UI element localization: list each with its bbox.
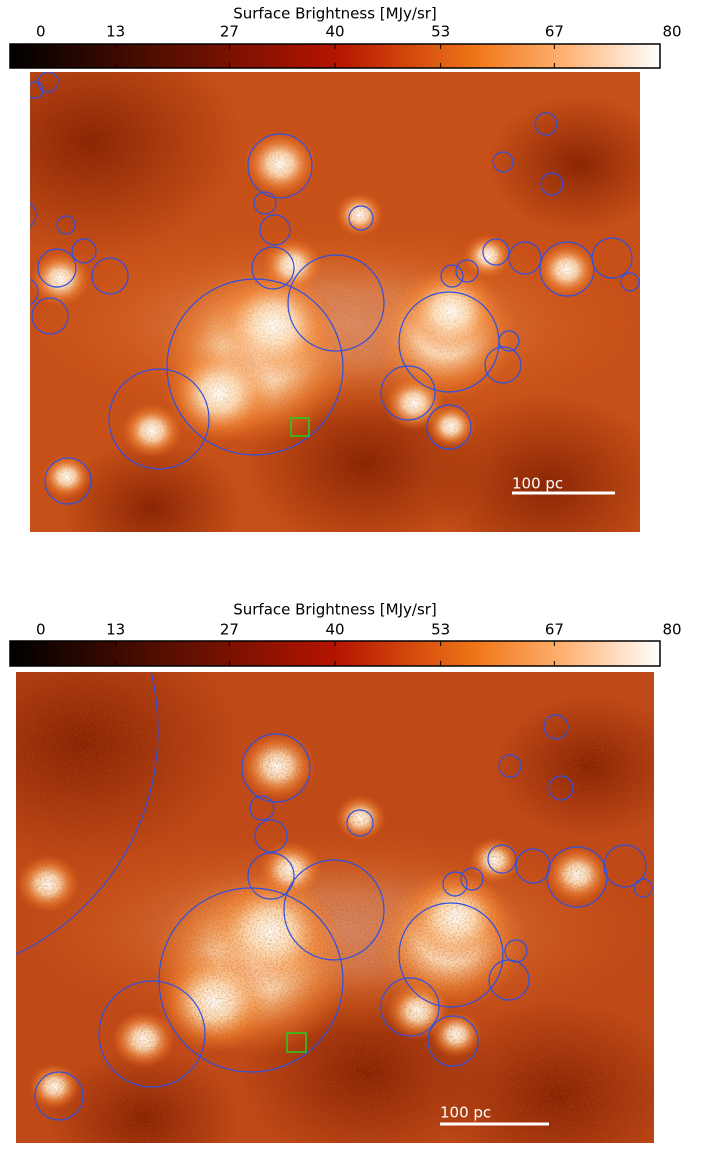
region-circle [253, 191, 277, 215]
region-circle [44, 457, 92, 505]
region-circle [591, 237, 633, 279]
region-circle [259, 214, 291, 246]
region-circle [540, 172, 564, 196]
region-circle [487, 844, 517, 874]
region-circle [398, 902, 504, 1008]
region-circle [56, 215, 76, 235]
region-circle [71, 238, 97, 264]
region-circle [249, 795, 275, 821]
region-circle [158, 887, 344, 1073]
region-circle [30, 202, 37, 228]
image-noise [16, 672, 654, 1143]
region-circle [539, 241, 595, 297]
panel: Surface Brightness [MJy/sr] 0 13 27 40 53 67 80… [9, 601, 682, 1143]
region-circle [31, 297, 69, 335]
region-circle [603, 844, 647, 888]
region-circle [442, 871, 468, 897]
region-circle [498, 754, 522, 778]
region-circle [633, 878, 653, 898]
region-circle [287, 254, 385, 352]
reference-box [286, 1032, 307, 1053]
colorbar-tick-label: 80 [662, 621, 681, 639]
reference-box [290, 417, 310, 437]
region-circle [98, 980, 206, 1088]
colorbar-tick-label: 0 [36, 23, 46, 41]
region-circle [504, 939, 528, 963]
colorbar-tick-label: 27 [220, 23, 239, 41]
region-circle [426, 404, 472, 450]
region-circle [380, 365, 436, 421]
colorbar-tick-label: 13 [106, 23, 125, 41]
region-circle [498, 330, 520, 352]
region-circle [247, 133, 313, 199]
region-circle [455, 259, 479, 283]
colorbar-tick-label: 80 [662, 23, 681, 41]
region-circle [543, 714, 569, 740]
region-circle [247, 852, 295, 900]
region-circle [380, 977, 440, 1037]
region-circle [34, 1071, 84, 1121]
colorbar-tick-label: 0 [36, 621, 46, 639]
region-circle [16, 672, 159, 955]
scale-bar-label: 100 pc [440, 1104, 491, 1122]
colorbar-label: Surface Brightness [MJy/sr] [233, 601, 437, 619]
region-circle [508, 241, 542, 275]
region-circle [492, 151, 514, 173]
region-circle [251, 246, 295, 290]
image [30, 72, 640, 532]
region-circle [534, 112, 558, 136]
region-circle [346, 809, 374, 837]
panel: Surface Brightness [MJy/sr] 0 13 27 40 53 67 80… [9, 5, 682, 532]
scale-bar-label: 100 pc [512, 475, 563, 493]
region-circle [515, 848, 551, 884]
region-circle [108, 368, 210, 470]
region-circle [91, 257, 129, 295]
colorbar-tick-label: 67 [545, 23, 564, 41]
region-circle [283, 859, 385, 961]
region-circle [620, 272, 640, 292]
colorbar-tick-label: 53 [431, 621, 450, 639]
region-circle [241, 733, 311, 803]
region-circle [548, 775, 574, 801]
region-circle [440, 264, 464, 288]
region-circle [30, 81, 44, 99]
region-circle [482, 238, 510, 266]
image [16, 672, 654, 1143]
colorbar-tick-label: 40 [325, 23, 344, 41]
colorbar-tick-label: 13 [106, 621, 125, 639]
colorbar-tick-label: 27 [220, 621, 239, 639]
region-circle [348, 205, 374, 231]
colorbar-tick-label: 67 [545, 621, 564, 639]
colorbar-label: Surface Brightness [MJy/sr] [233, 5, 437, 23]
colorbar-tick-label: 53 [431, 23, 450, 41]
region-circle [427, 1015, 479, 1067]
region-circle [166, 278, 344, 456]
image-noise [30, 72, 640, 532]
region-circle [37, 248, 77, 288]
region-circle [254, 819, 288, 853]
region-circle [460, 867, 484, 891]
colorbar-tick-label: 40 [325, 621, 344, 639]
region-circle [484, 346, 522, 384]
region-circle [30, 278, 39, 306]
